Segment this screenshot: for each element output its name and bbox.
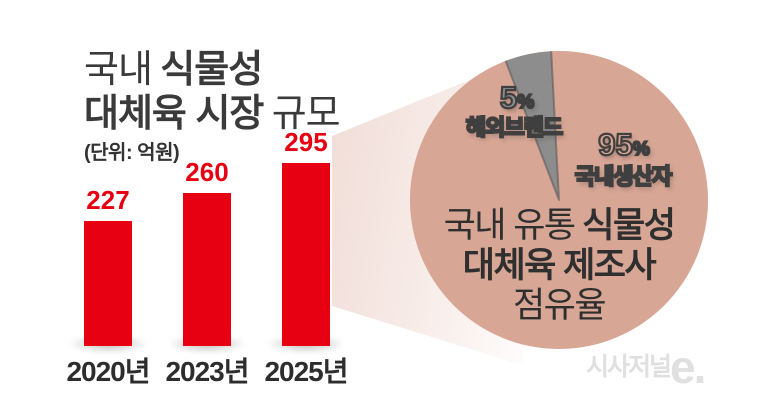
pie-caption-line-2: 대체육 제조사: [462, 246, 657, 285]
caption-text-bold: 식물성: [582, 206, 676, 245]
bar-column-2020: 227 2020년: [66, 185, 150, 387]
slice-label-95pct: 95%: [597, 126, 651, 163]
publisher-logo: 시사저널 e.: [586, 341, 706, 393]
caption-text: 국내 유통: [443, 206, 577, 245]
logo-text: 시사저널: [586, 353, 672, 381]
title-line-2: 대체육 시장 규모: [84, 92, 341, 136]
title-text: 국내: [84, 49, 153, 91]
pie-chart: [410, 51, 708, 349]
x-axis-label-2025: 2025년: [264, 356, 348, 387]
bar-rect-2023: [183, 193, 231, 346]
title-line-1: 국내 식물성: [84, 48, 340, 92]
bar-column-2023: 260 2023년: [165, 157, 249, 387]
bar-rect-2020: [84, 221, 132, 346]
pct-sign: %: [516, 91, 535, 114]
bar-value-label: 227: [86, 185, 130, 215]
title-text-bold: 대체육 시장: [84, 93, 264, 135]
title-text: 규모: [271, 93, 341, 135]
pie-caption-line-1: 국내 유통 식물성: [409, 206, 709, 246]
slice-label-domestic: 국내생산자: [574, 163, 673, 190]
bar-value-label: 260: [185, 157, 229, 187]
pct-number: 95: [597, 126, 634, 163]
pct-sign: %: [632, 138, 651, 161]
unit-label: (단위: 억원): [84, 142, 180, 164]
pie-caption-line-3: 점유율: [512, 286, 607, 325]
pie-slice-edge: [504, 51, 560, 201]
x-axis-label-2020: 2020년: [66, 356, 150, 387]
bar-value-label: 295: [284, 127, 328, 157]
title-text-bold: 식물성: [160, 49, 263, 91]
bar-chart-title: 국내 식물성 대체육 시장 규모: [84, 48, 341, 136]
pct-number: 5: [499, 79, 518, 116]
pie-caption: 국내 유통 식물성 대체육 제조사 점유율: [409, 206, 709, 326]
slice-label-overseas: 해외브랜드: [465, 114, 564, 141]
slice-label-5pct: 5%: [499, 79, 536, 116]
bar-column-2025: 295 2025년: [264, 127, 348, 387]
bar-rect-2025: [282, 163, 330, 346]
x-axis-label-2023: 2023년: [165, 356, 249, 387]
logo-e-mark: e.: [670, 341, 706, 393]
